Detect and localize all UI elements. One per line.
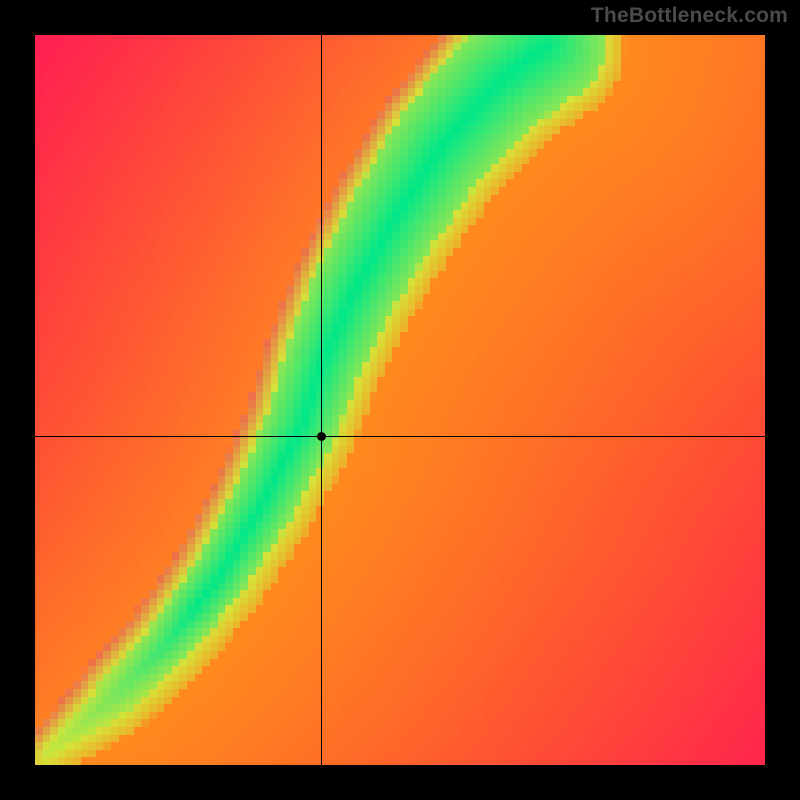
watermark-text: TheBottleneck.com — [591, 4, 788, 28]
crosshair-horizontal — [35, 436, 765, 437]
bottleneck-heatmap — [35, 35, 765, 765]
chart-container: { "watermark": { "text": "TheBottleneck.… — [0, 0, 800, 800]
crosshair-vertical — [321, 35, 322, 765]
